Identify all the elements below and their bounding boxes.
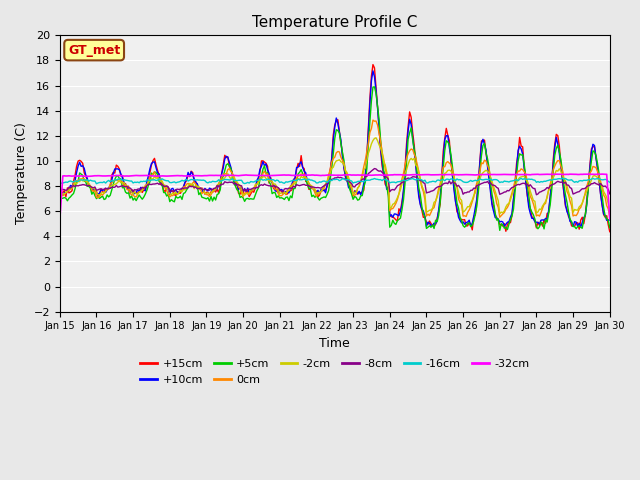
- 0cm: [496, 215, 504, 220]
- Line: -2cm: -2cm: [60, 138, 610, 214]
- Line: +10cm: +10cm: [60, 71, 610, 227]
- 0cm: [401, 163, 409, 168]
- +5cm: [71, 186, 79, 192]
- -2cm: [389, 202, 397, 207]
- Title: Temperature Profile C: Temperature Profile C: [252, 15, 417, 30]
- Line: -32cm: -32cm: [60, 174, 610, 220]
- -8cm: [401, 177, 409, 182]
- -32cm: [56, 217, 63, 223]
- -8cm: [56, 188, 63, 193]
- +10cm: [401, 170, 409, 176]
- -2cm: [71, 180, 79, 186]
- +10cm: [389, 214, 397, 220]
- +10cm: [371, 74, 378, 80]
- +5cm: [371, 84, 378, 90]
- +10cm: [577, 224, 584, 230]
- -8cm: [532, 192, 540, 198]
- +15cm: [158, 182, 166, 188]
- +5cm: [496, 228, 504, 233]
- +5cm: [56, 197, 63, 203]
- -32cm: [387, 172, 395, 178]
- +10cm: [369, 68, 377, 74]
- -8cm: [541, 186, 549, 192]
- +5cm: [389, 217, 397, 223]
- X-axis label: Time: Time: [319, 337, 350, 350]
- -32cm: [606, 216, 614, 222]
- +10cm: [606, 217, 614, 223]
- 0cm: [371, 119, 378, 124]
- Text: GT_met: GT_met: [68, 44, 120, 57]
- -2cm: [496, 211, 504, 216]
- +5cm: [606, 225, 614, 230]
- -16cm: [71, 178, 79, 184]
- -8cm: [606, 191, 614, 197]
- +5cm: [158, 182, 166, 188]
- -2cm: [606, 210, 614, 216]
- +15cm: [389, 214, 397, 220]
- +10cm: [158, 182, 166, 188]
- Line: -8cm: -8cm: [60, 168, 610, 195]
- -32cm: [71, 173, 79, 179]
- +15cm: [606, 229, 614, 235]
- -8cm: [369, 167, 377, 173]
- +5cm: [541, 217, 549, 223]
- Line: 0cm: 0cm: [60, 120, 610, 217]
- +10cm: [71, 178, 79, 183]
- -2cm: [369, 138, 377, 144]
- Y-axis label: Temperature (C): Temperature (C): [15, 122, 28, 225]
- Line: -16cm: -16cm: [60, 178, 610, 184]
- -16cm: [160, 177, 168, 183]
- -32cm: [158, 173, 166, 179]
- Legend: +15cm, +10cm, +5cm, 0cm, -2cm, -8cm, -16cm, -32cm: +15cm, +10cm, +5cm, 0cm, -2cm, -8cm, -16…: [136, 355, 534, 389]
- -16cm: [93, 181, 100, 187]
- -32cm: [598, 171, 606, 177]
- -16cm: [559, 175, 566, 181]
- +15cm: [369, 62, 377, 68]
- -32cm: [399, 172, 407, 178]
- 0cm: [541, 201, 549, 206]
- -16cm: [371, 176, 378, 181]
- -2cm: [372, 135, 380, 141]
- -16cm: [56, 181, 63, 187]
- -16cm: [540, 179, 548, 184]
- -32cm: [539, 171, 547, 177]
- -8cm: [71, 184, 79, 190]
- -2cm: [541, 199, 549, 204]
- Line: +15cm: +15cm: [60, 65, 610, 232]
- +5cm: [401, 180, 409, 186]
- +15cm: [371, 65, 378, 71]
- -32cm: [369, 172, 377, 178]
- -16cm: [401, 178, 409, 183]
- -8cm: [389, 187, 397, 192]
- 0cm: [369, 117, 377, 123]
- 0cm: [389, 205, 397, 211]
- +15cm: [56, 189, 63, 195]
- Line: +5cm: +5cm: [60, 87, 610, 230]
- 0cm: [71, 178, 79, 184]
- -8cm: [371, 166, 378, 171]
- 0cm: [158, 180, 166, 186]
- +15cm: [401, 165, 409, 170]
- -2cm: [401, 170, 409, 176]
- -16cm: [606, 180, 614, 185]
- +15cm: [540, 217, 548, 223]
- -2cm: [56, 189, 63, 194]
- +10cm: [540, 217, 548, 223]
- +10cm: [56, 191, 63, 196]
- +5cm: [369, 84, 377, 90]
- +15cm: [71, 172, 79, 178]
- -16cm: [389, 179, 397, 185]
- 0cm: [606, 214, 614, 220]
- -8cm: [158, 181, 166, 187]
- -2cm: [158, 178, 166, 184]
- 0cm: [56, 194, 63, 200]
